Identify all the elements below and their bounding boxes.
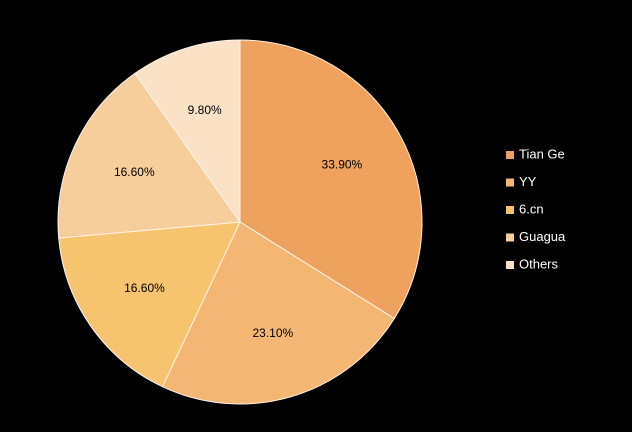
legend-text: Others [519,256,559,271]
legend-swatch [506,151,514,159]
legend-swatch [506,261,514,269]
slice-label: 33.90% [322,158,363,172]
legend-swatch [506,233,514,242]
legend-swatch [506,206,514,214]
pie-slice [239,39,423,320]
slice-label: 9.80% [188,103,222,117]
legend-swatch [506,178,514,187]
pie-slice [161,221,395,405]
slice-label: 16.60% [124,281,165,295]
pie-slice [57,72,241,239]
slice-label: 23.10% [252,326,293,340]
legend-text: Guagua [519,229,566,244]
pie-slice [134,39,241,224]
legend-text: 6.cn [519,201,544,216]
pie-slice [58,221,241,388]
slice-label: 16.60% [114,165,155,179]
legend-text: YY [519,174,537,189]
legend-text: Tian Ge [519,146,565,161]
